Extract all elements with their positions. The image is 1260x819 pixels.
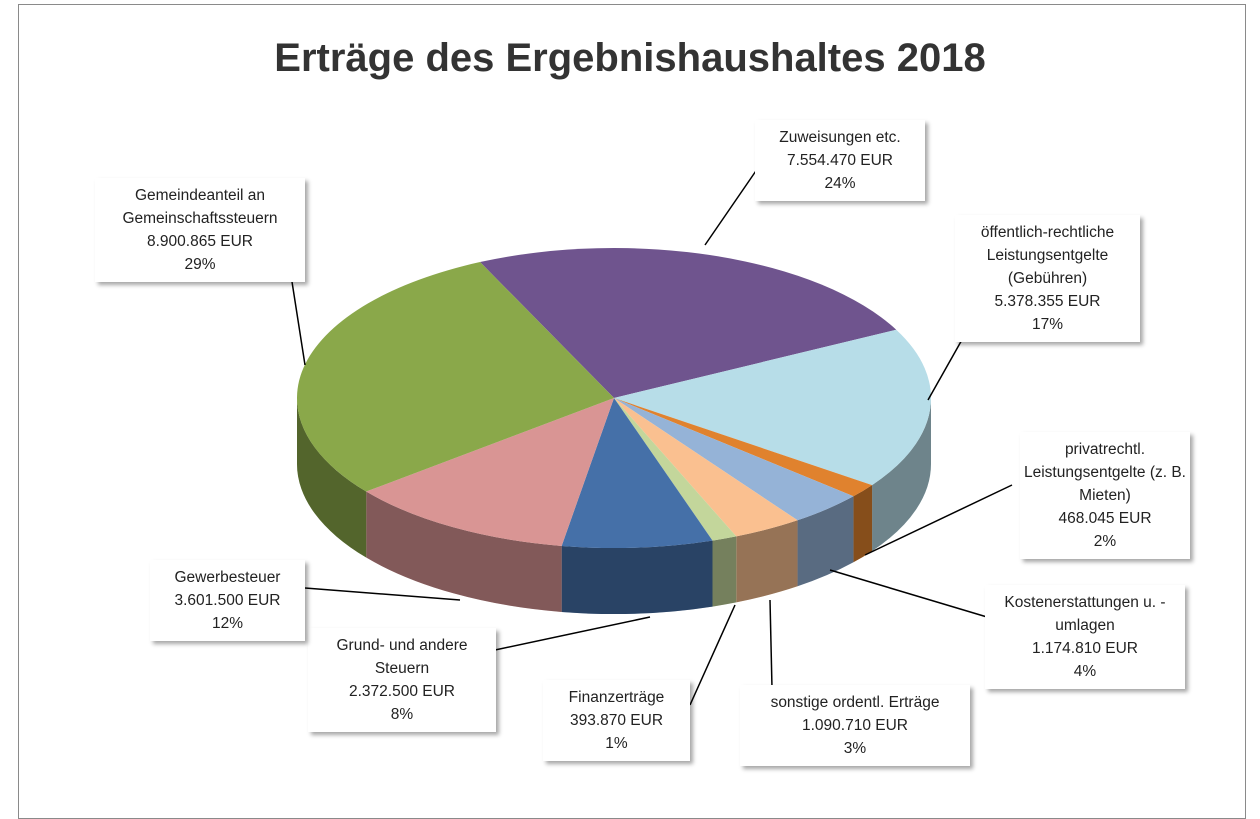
slice bbox=[614, 329, 931, 486]
data-label: Gemeindeanteil an Gemeinschaftssteuern 8.… bbox=[95, 178, 305, 282]
label-name: Grund- und andere Steuern bbox=[336, 637, 468, 677]
data-label: Gewerbesteuer 3.601.500 EUR 12% bbox=[150, 560, 305, 641]
slice-side-shade bbox=[561, 540, 713, 614]
slice bbox=[614, 398, 873, 497]
label-percent: 2% bbox=[1093, 533, 1117, 550]
leader-line bbox=[829, 569, 988, 618]
label-value: 5.378.355 EUR bbox=[994, 293, 1101, 310]
label-name: öffentlich-rechtliche Leistungsentgelte … bbox=[980, 224, 1115, 287]
leader-line bbox=[769, 599, 773, 689]
label-value: 1.090.710 EUR bbox=[802, 717, 908, 734]
slice-side bbox=[366, 491, 562, 612]
slice-side bbox=[297, 398, 367, 558]
slice-side-shade bbox=[797, 496, 854, 587]
slice-side-shade bbox=[297, 398, 367, 558]
slice bbox=[561, 398, 713, 548]
slice-side-shade bbox=[853, 485, 873, 563]
label-name: sonstige ordentl. Erträge bbox=[770, 694, 940, 711]
label-name: Gewerbesteuer bbox=[174, 569, 281, 586]
label-percent: 3% bbox=[843, 740, 867, 757]
label-name: Finanzerträge bbox=[568, 689, 665, 706]
label-value: 1.174.810 EUR bbox=[1032, 640, 1138, 657]
leader-line bbox=[864, 484, 1013, 556]
slice bbox=[614, 398, 737, 541]
label-percent: 1% bbox=[605, 735, 628, 752]
slice-side bbox=[736, 520, 798, 603]
slice bbox=[614, 398, 854, 521]
data-label: Zuweisungen etc. 7.554.470 EUR 24% bbox=[755, 120, 925, 201]
label-value: 8.900.865 EUR bbox=[147, 233, 253, 250]
label-value: 7.554.470 EUR bbox=[787, 152, 893, 169]
data-label: öffentlich-rechtliche Leistungsentgelte … bbox=[955, 215, 1140, 342]
chart-title: Erträge des Ergebnishaushaltes 2018 bbox=[274, 36, 986, 80]
label-name: Gemeindeanteil an Gemeinschaftssteuern bbox=[122, 187, 278, 227]
slice-side-shade bbox=[712, 536, 737, 607]
label-value: 3.601.500 EUR bbox=[174, 592, 281, 609]
slice bbox=[480, 247, 897, 398]
leader-line bbox=[704, 164, 761, 246]
label-name: Kostenerstattungen u. - umlagen bbox=[1004, 594, 1166, 634]
slice-side bbox=[872, 398, 931, 552]
slice-side bbox=[712, 536, 737, 607]
label-percent: 29% bbox=[184, 256, 216, 273]
slice-side-shade bbox=[736, 520, 798, 603]
slice bbox=[296, 262, 614, 492]
slice bbox=[366, 398, 614, 546]
data-label: Finanzerträge 393.870 EUR 1% bbox=[543, 680, 690, 761]
label-value: 2.372.500 EUR bbox=[349, 683, 455, 700]
leader-line bbox=[689, 604, 736, 706]
slice-side bbox=[797, 496, 854, 587]
slice-side bbox=[561, 540, 713, 614]
leader-line bbox=[494, 616, 651, 651]
slice bbox=[614, 398, 798, 537]
slice-side-shade bbox=[872, 398, 931, 552]
label-value: 393.870 EUR bbox=[569, 712, 664, 729]
label-name: Zuweisungen etc. bbox=[779, 129, 901, 146]
data-label: sonstige ordentl. Erträge 1.090.710 EUR 3% bbox=[740, 685, 970, 766]
data-label: Kostenerstattungen u. - umlagen 1.174.810… bbox=[985, 585, 1185, 689]
slice-side-shade bbox=[366, 491, 562, 612]
data-label: privatrechtl. Leistungsentgelte (z. B. M… bbox=[1020, 432, 1190, 559]
label-percent: 8% bbox=[390, 706, 414, 723]
label-name: privatrechtl. Leistungsentgelte (z. B. M… bbox=[1024, 441, 1186, 504]
label-value: 468.045 EUR bbox=[1058, 510, 1152, 527]
data-label: Grund- und andere Steuern 2.372.500 EUR 8% bbox=[308, 628, 496, 732]
slice-side bbox=[853, 485, 873, 563]
label-percent: 24% bbox=[824, 175, 856, 192]
label-percent: 4% bbox=[1073, 663, 1097, 680]
label-percent: 17% bbox=[1031, 316, 1064, 333]
leader-line bbox=[304, 587, 461, 601]
label-percent: 12% bbox=[211, 615, 244, 632]
